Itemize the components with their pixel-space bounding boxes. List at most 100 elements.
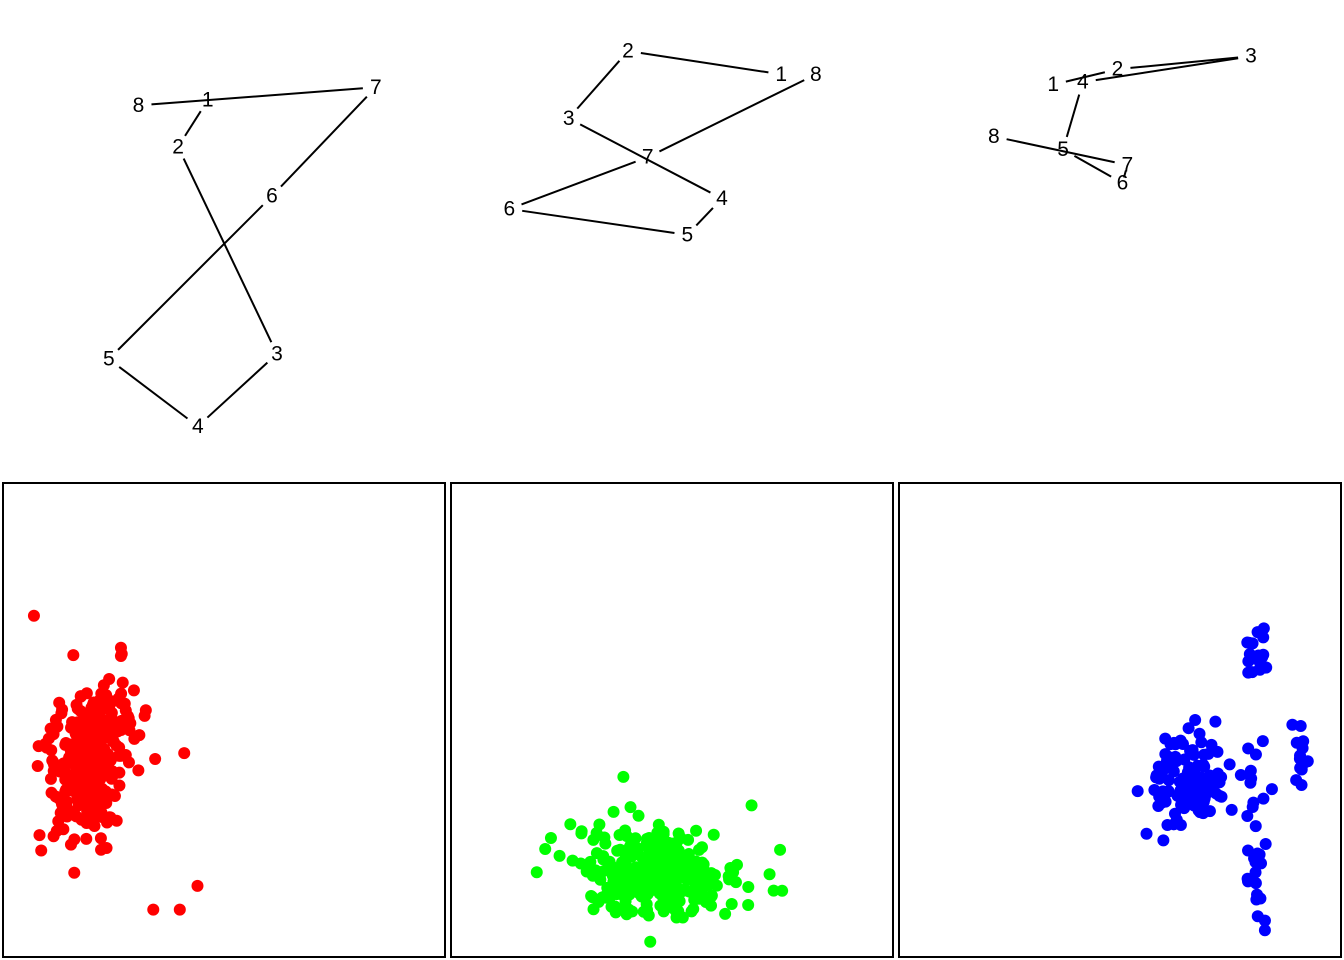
scatter-point bbox=[1241, 809, 1254, 822]
path-segment bbox=[658, 79, 805, 153]
path-segment bbox=[151, 87, 363, 106]
scatter-point bbox=[1175, 798, 1188, 811]
scatter-point bbox=[110, 814, 123, 827]
scatter-point bbox=[1174, 818, 1187, 831]
point-label: 4 bbox=[716, 187, 728, 210]
scatter-point bbox=[745, 799, 758, 812]
scatter-point bbox=[695, 841, 708, 854]
scatter-point bbox=[1223, 758, 1236, 771]
scatter-point bbox=[611, 844, 624, 857]
scatter-point bbox=[64, 838, 77, 851]
scatter-point bbox=[685, 905, 698, 918]
point-label: 6 bbox=[1117, 172, 1129, 195]
scatter-point bbox=[1182, 776, 1195, 789]
scatter-point bbox=[1257, 792, 1270, 805]
scatter-point bbox=[69, 737, 82, 750]
scatter-point bbox=[35, 844, 48, 857]
scatter-point bbox=[105, 788, 118, 801]
path-segment bbox=[1006, 138, 1115, 164]
scatter-point bbox=[617, 770, 630, 783]
scatter-point bbox=[1290, 774, 1303, 787]
scatter-point bbox=[574, 857, 587, 870]
scatter-point bbox=[698, 880, 711, 893]
scatter-point bbox=[1225, 803, 1238, 816]
scatter-point bbox=[607, 805, 620, 818]
scatter-point bbox=[1249, 820, 1262, 833]
scatter-point bbox=[1162, 774, 1175, 787]
scatter-point bbox=[628, 880, 641, 893]
scatter-point bbox=[644, 935, 657, 948]
scatter-point bbox=[553, 849, 566, 862]
scatter-point bbox=[1182, 722, 1195, 735]
scatter-red bbox=[2, 482, 446, 958]
scatter-point bbox=[116, 676, 129, 689]
scatter-point bbox=[1234, 769, 1247, 782]
scatter-point bbox=[616, 888, 629, 901]
scatter-point bbox=[725, 898, 738, 911]
scatter-point bbox=[776, 884, 789, 897]
point-label: 7 bbox=[1122, 153, 1134, 176]
scatter-point bbox=[624, 801, 637, 814]
scatter-point bbox=[596, 865, 609, 878]
scatter-point bbox=[763, 868, 776, 881]
scatter-point bbox=[1173, 775, 1186, 788]
path-segment bbox=[280, 96, 368, 188]
scatter-point bbox=[619, 850, 632, 863]
scatter-point bbox=[81, 763, 94, 776]
scatter-point bbox=[97, 811, 110, 824]
scatter-point bbox=[670, 836, 683, 849]
scatter-point bbox=[33, 829, 46, 842]
scatter-point bbox=[95, 704, 108, 717]
scatter-point bbox=[564, 818, 577, 831]
panel-frame bbox=[450, 482, 894, 958]
point-label: 4 bbox=[1077, 71, 1089, 94]
scatter-point bbox=[44, 772, 57, 785]
scatter-point bbox=[94, 832, 107, 845]
scatter-point bbox=[641, 888, 654, 901]
scatter-point bbox=[121, 710, 134, 723]
scatter-point bbox=[724, 861, 737, 874]
scatter-point bbox=[1205, 738, 1218, 751]
point-label: 3 bbox=[1245, 45, 1257, 68]
scatter-point bbox=[1148, 784, 1161, 797]
scatter-point bbox=[102, 731, 115, 744]
scatter-point bbox=[113, 741, 126, 754]
scatter-point bbox=[100, 689, 113, 702]
scatter-point bbox=[1188, 768, 1201, 781]
point-label: 7 bbox=[370, 76, 382, 99]
point-label: 6 bbox=[266, 185, 278, 208]
scatter-point bbox=[539, 842, 552, 855]
scatter-point bbox=[1258, 914, 1271, 927]
scatter-point bbox=[1208, 770, 1221, 783]
path-1: 12 3 4 5 6 7 8 bbox=[103, 76, 382, 438]
path-segment bbox=[1130, 56, 1239, 69]
path-segment bbox=[182, 158, 273, 343]
path-3: 1 2 3 4 5 67 8 bbox=[988, 45, 1257, 195]
scatter-point bbox=[598, 831, 611, 844]
path-segment bbox=[579, 123, 711, 194]
scatter-point bbox=[742, 899, 755, 912]
path-segment bbox=[184, 110, 202, 137]
scatter-point bbox=[1245, 772, 1258, 785]
scatter-point bbox=[80, 832, 93, 845]
scatter-point bbox=[654, 899, 667, 912]
point-label: 1 bbox=[1047, 73, 1059, 96]
scatter-point bbox=[1286, 718, 1299, 731]
scatter-point bbox=[626, 905, 639, 918]
scatter-point bbox=[1252, 651, 1265, 664]
scatter-point bbox=[586, 891, 599, 904]
scatter-point bbox=[1259, 837, 1272, 850]
path-segment bbox=[118, 366, 189, 420]
scatter-point bbox=[97, 679, 110, 692]
scatter-point bbox=[1251, 626, 1264, 639]
scatter-point bbox=[637, 905, 650, 918]
scatter-point bbox=[178, 747, 191, 760]
point-label: 7 bbox=[642, 146, 654, 169]
path-segment bbox=[1123, 170, 1127, 178]
scatter-panels bbox=[2, 482, 1342, 958]
point-label: 4 bbox=[192, 415, 204, 438]
point-label: 8 bbox=[810, 63, 822, 86]
scatter-point bbox=[191, 879, 204, 892]
scatter-point bbox=[1242, 844, 1255, 857]
